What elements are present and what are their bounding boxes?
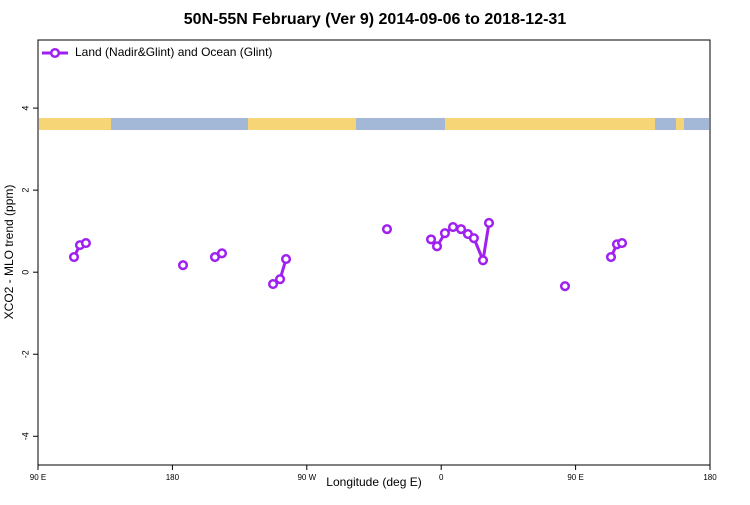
x-tick-label: 180 bbox=[166, 473, 180, 482]
x-axis-label: Longitude (deg E) bbox=[326, 475, 421, 489]
chart-title: 50N-55N February (Ver 9) 2014-09-06 to 2… bbox=[184, 11, 567, 28]
data-point bbox=[431, 241, 443, 252]
data-point bbox=[68, 251, 80, 263]
x-tick-label: 90 W bbox=[297, 473, 316, 482]
data-point bbox=[216, 248, 228, 259]
x-tick-label: 90 E bbox=[567, 473, 583, 482]
data-point bbox=[468, 233, 479, 244]
data-point bbox=[605, 251, 617, 263]
y-tick-label: -2 bbox=[20, 350, 30, 358]
series-line bbox=[72, 222, 623, 286]
data-point bbox=[280, 254, 292, 265]
plot-frame bbox=[37, 39, 711, 466]
x-tick-label: 180 bbox=[703, 473, 717, 482]
y-tick-label: 2 bbox=[20, 188, 30, 193]
y-tick-label: 0 bbox=[20, 270, 30, 275]
y-tick-label: -4 bbox=[20, 432, 30, 440]
data-point bbox=[456, 224, 467, 235]
data-point bbox=[381, 224, 393, 235]
y-tick-label: 4 bbox=[20, 106, 30, 111]
data-point bbox=[477, 255, 489, 266]
data-point bbox=[616, 238, 628, 249]
legend-marker bbox=[49, 47, 61, 59]
data-point bbox=[425, 234, 437, 245]
legend-label: Land (Nadir&Glint) and Ocean (Glint) bbox=[75, 45, 272, 59]
data-point bbox=[483, 217, 495, 229]
x-tick-label: 90 E bbox=[30, 473, 46, 482]
data-point bbox=[559, 281, 571, 292]
x-tick-label: 0 bbox=[439, 473, 444, 482]
data-point bbox=[80, 238, 91, 249]
data-point bbox=[275, 274, 286, 285]
map-strip bbox=[39, 118, 709, 130]
data-point bbox=[439, 228, 450, 239]
data-point bbox=[268, 279, 279, 290]
data-point bbox=[447, 222, 459, 233]
y-axis-label: XCO2 - MLO trend (ppm) bbox=[2, 185, 16, 320]
data-point bbox=[177, 260, 189, 271]
